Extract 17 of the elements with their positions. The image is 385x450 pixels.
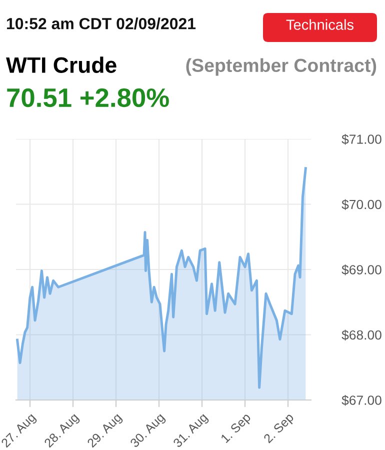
y-tick-label: $71.00 <box>342 134 382 145</box>
chart-title: WTI Crude <box>6 56 116 73</box>
text: 10:52 am CDT 02/09/2021 <box>7 18 196 30</box>
x-tick-label: 31. Aug <box>172 412 210 450</box>
x-tick-label: 2. Sep <box>263 412 296 446</box>
y-tick-label: $67.00 <box>342 395 382 406</box>
x-tick-label: 28. Aug <box>44 412 81 450</box>
x-tick-label: 27. Aug <box>0 412 38 450</box>
y-tick-label: $69.00 <box>342 264 382 276</box>
x-tick-label: 30. Aug <box>130 412 167 450</box>
x-tick-label: 29. Aug <box>86 412 124 450</box>
chart-subtitle: (September Contract) <box>186 58 376 76</box>
text: 70.51 +2.80% <box>7 88 169 108</box>
text: Technicals <box>286 19 354 30</box>
x-tick-label: 1. Sep <box>220 412 253 445</box>
y-tick-label: $68.00 <box>342 330 382 340</box>
y-tick-label: $70.00 <box>342 199 382 210</box>
